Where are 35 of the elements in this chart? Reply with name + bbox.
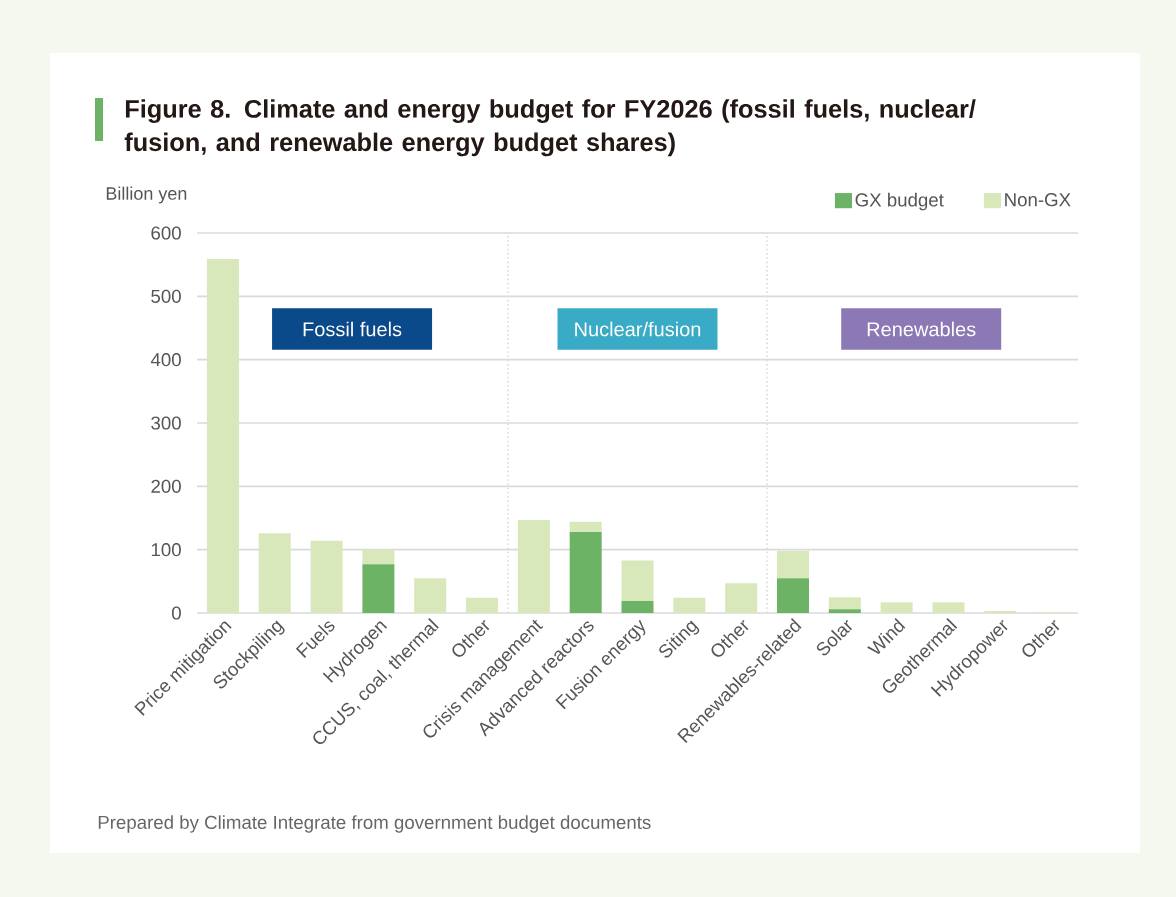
bar bbox=[466, 597, 499, 613]
bar bbox=[880, 602, 913, 613]
annotation: Renewables bbox=[867, 321, 976, 337]
bar bbox=[310, 540, 343, 613]
bar bbox=[725, 583, 758, 613]
bar bbox=[776, 578, 809, 613]
bar bbox=[673, 597, 706, 613]
annotation: Fossil fuels bbox=[303, 321, 402, 337]
bar bbox=[569, 531, 602, 613]
chart-title: Figure 8. Climate and energy budget for FY2026 (fossil fuels, nuclear/ fusion, and renewable energy budget shares) bbox=[124, 99, 976, 157]
bar bbox=[569, 521, 602, 532]
legend-label: Non-GX bbox=[1005, 193, 1071, 207]
bar bbox=[206, 258, 239, 613]
bar bbox=[258, 533, 291, 613]
bar bbox=[414, 578, 447, 613]
annotation: Nuclear/fusion bbox=[575, 321, 701, 337]
y-tick-label: 100 bbox=[151, 543, 181, 557]
bar bbox=[932, 602, 965, 613]
y-tick-label: 500 bbox=[151, 289, 181, 303]
y-tick-label: 200 bbox=[151, 479, 181, 493]
bar bbox=[776, 550, 809, 579]
y-tick-label: 600 bbox=[151, 226, 181, 240]
bar bbox=[362, 549, 395, 565]
legend-label: GX budget bbox=[855, 192, 944, 211]
y-tick-label: 300 bbox=[151, 416, 181, 430]
bar bbox=[362, 564, 395, 613]
y-tick-label: 0 bbox=[171, 606, 181, 620]
bar bbox=[828, 597, 861, 610]
text: Prepared by Climate Integrate from government budget documents bbox=[98, 815, 651, 833]
bar bbox=[621, 600, 654, 613]
bar bbox=[621, 560, 654, 601]
bar bbox=[828, 609, 861, 613]
y-axis-title: Billion yen bbox=[106, 186, 187, 204]
bar bbox=[517, 519, 550, 613]
y-tick-label: 400 bbox=[150, 353, 181, 367]
